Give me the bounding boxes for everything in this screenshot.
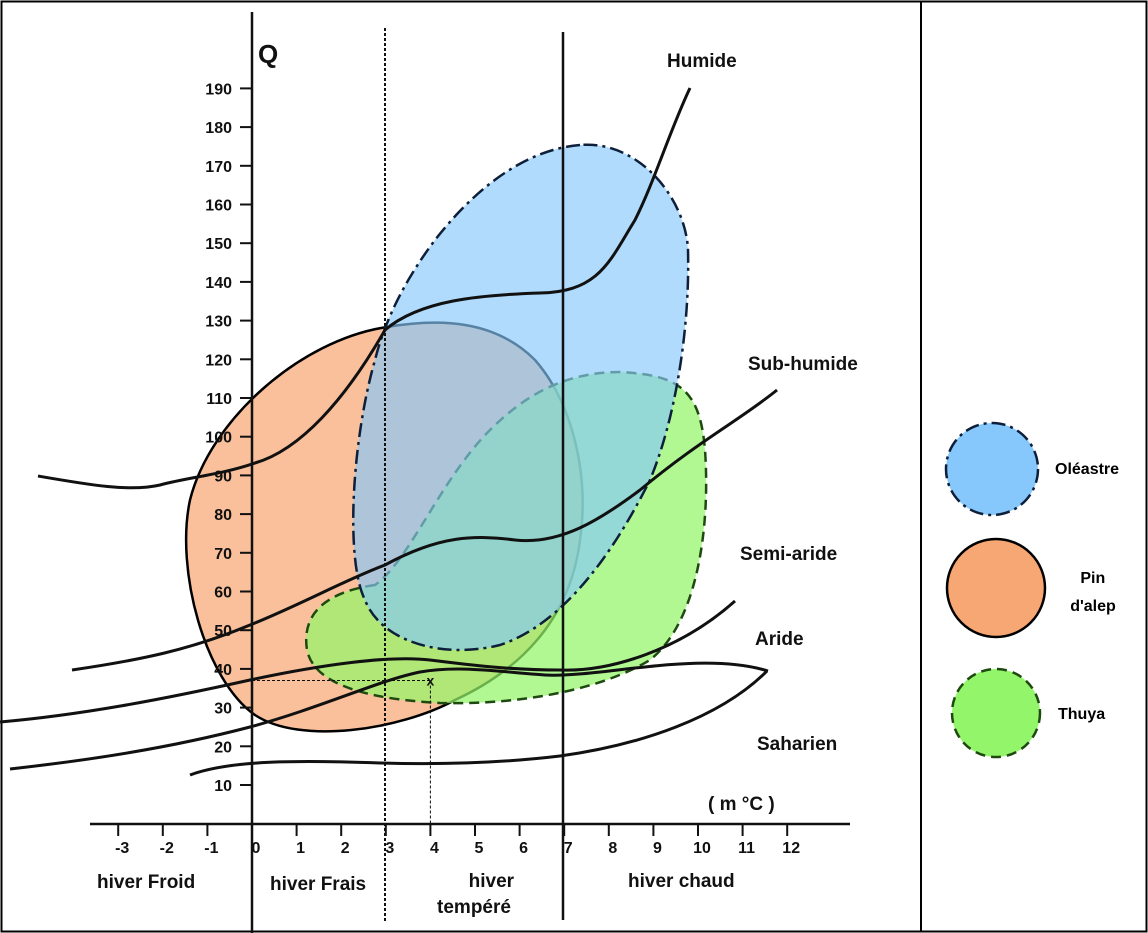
y-tick-label: 80 [214, 507, 232, 524]
saharien-curve [189, 669, 769, 777]
winter-label-froid: hiver Froid [97, 872, 195, 893]
y-tick-label: 120 [205, 352, 232, 369]
x-axis-title: ( m °C ) [708, 794, 775, 815]
x-tick-label: -2 [160, 840, 174, 857]
y-tick-label: 110 [206, 391, 232, 408]
legend-label-oleastre: Oléastre [1055, 461, 1119, 478]
winter-label-frais: hiver Frais [270, 874, 366, 895]
x-tick-label: 5 [475, 840, 484, 857]
y-tick-label: 70 [214, 546, 232, 563]
y-tick-label: 10 [214, 778, 232, 795]
zone-label-saharien: Saharien [757, 734, 837, 755]
y-tick-label: 30 [214, 701, 232, 718]
marker-point: x [252, 673, 435, 824]
bioclimate-curves [0, 87, 778, 777]
x-tick-label: 12 [782, 840, 800, 857]
x-tick-label: 11 [738, 840, 755, 857]
winter-label-chaud: hiver chaud [628, 871, 735, 892]
legend: Oléastre Pin d'alep Thuya [944, 421, 1119, 759]
y-tick-label: 40 [214, 662, 232, 679]
legend-swatch-oleastre [944, 421, 1040, 517]
semi-aride-curve [0, 599, 736, 724]
humide-curve [37, 87, 692, 490]
legend-swatch-pin-alep [945, 537, 1047, 639]
legend-label-pin-alep: Pin d'alep [1070, 570, 1116, 615]
zone-label-aride: Aride [755, 629, 804, 650]
y-tick-label: 160 [205, 198, 232, 215]
x-tick-label: 8 [608, 840, 617, 857]
y-axis-ticks: 10 20 30 40 50 60 70 80 90 100 110 120 130 140 150 160 1… [205, 81, 252, 795]
zone-label-humide: Humide [667, 51, 737, 72]
winter-label-tempere: hiver tempéré [437, 871, 519, 918]
y-tick-label: 50 [214, 623, 232, 640]
y-tick-label: 100 [205, 430, 232, 447]
aride-curve [9, 661, 769, 771]
y-tick-label: 130 [205, 314, 232, 331]
y-tick-label: 140 [205, 275, 232, 292]
x-tick-label: 6 [519, 840, 528, 857]
x-tick-label: 3 [385, 840, 394, 857]
x-tick-label: 2 [341, 840, 350, 857]
y-tick-label: 20 [214, 739, 232, 756]
x-tick-label: 10 [693, 840, 711, 857]
sub-humide-curve [71, 388, 778, 672]
zone-label-sub-humide: Sub-humide [748, 354, 858, 375]
y-tick-label: 170 [205, 159, 232, 176]
x-tick-label: 7 [564, 840, 573, 857]
x-tick-label: 9 [653, 840, 662, 857]
y-tick-label: 180 [205, 120, 232, 137]
legend-swatch-thuya [950, 667, 1042, 759]
y-tick-label: 150 [205, 236, 232, 253]
oleastre-envelope [352, 143, 690, 652]
x-tick-label: 4 [430, 840, 439, 857]
x-tick-label: -3 [115, 840, 129, 857]
y-tick-label: 190 [205, 81, 232, 98]
zone-label-semi-aride: Semi-aride [740, 544, 837, 565]
y-tick-label: 90 [214, 468, 232, 485]
marker-label: x [427, 673, 435, 689]
y-axis-title: Q [258, 39, 278, 69]
legend-label-thuya: Thuya [1058, 706, 1105, 723]
x-tick-label: -1 [204, 840, 218, 857]
x-tick-label: 1 [296, 840, 305, 857]
y-tick-label: 60 [214, 585, 232, 602]
x-tick-label: 0 [252, 840, 261, 857]
x-axis-ticks: -3 -2 -1 0 1 2 3 4 5 6 7 8 9 10 11 12 [115, 824, 800, 857]
